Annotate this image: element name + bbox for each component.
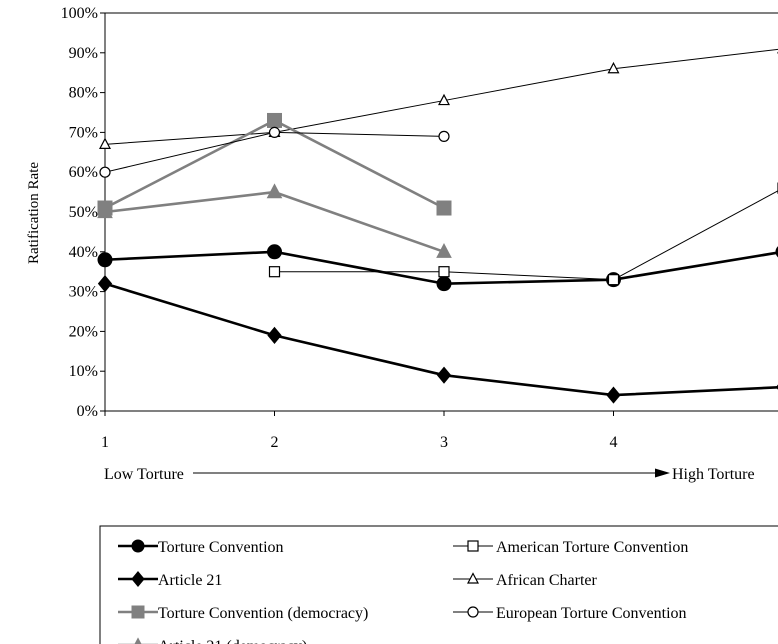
y-tick-label: 100% [61,5,98,22]
legend-marker-european-torture-convention [467,606,479,618]
point-european-torture-convention [438,130,450,142]
legend-marker-article-21 [131,571,145,587]
point-torture-convention [97,252,113,268]
series-line-european-torture-convention [104,131,445,173]
point-african-charter [99,137,111,149]
y-tick-label: 20% [69,323,98,340]
y-tick-label: 70% [69,124,98,141]
legend-box [99,525,778,644]
series-line-african-charter [104,48,778,145]
y-axis-title: Ratification Rate [26,162,42,264]
series-line-american-torture-convention [274,190,778,281]
torture-scale-annotation: Low Torture High Torture [104,466,755,483]
y-tick-label: 60% [69,164,98,181]
legend-label-african-charter: African Charter [496,572,598,589]
legend-marker-torture-convention-democracy [131,605,145,619]
y-tick-label: 10% [69,363,98,380]
legend: Torture Convention American Torture Conve… [99,525,778,644]
y-tick-label: 40% [69,244,98,261]
point-article-21 [436,366,452,384]
point-torture-convention-democracy [436,200,452,216]
point-article-21 [267,326,282,344]
point-african-charter [607,61,620,74]
y-tick-label: 80% [69,85,98,102]
point-african-charter [438,93,450,106]
point-american-torture-convention [268,266,281,278]
high-torture-label: High Torture [672,466,755,483]
point-torture-convention-democracy [267,112,282,128]
point-article-21-democracy [266,183,283,199]
x-tick-label: 2 [271,434,279,451]
series-line-article-21-democracy [104,190,445,254]
y-tick-labels: 0% 10% 20% 30% 40% 50% 60% 70% 80% 90% 100% [61,5,105,420]
point-american-torture-convention [607,274,620,286]
point-article-21-democracy [97,203,113,219]
series-markers [97,51,778,404]
point-torture-convention [436,276,452,292]
y-tick-label: 50% [69,204,98,221]
x-tick-label: 4 [610,434,618,451]
legend-marker-article-21-democracy [134,637,142,644]
point-article-21 [97,275,113,293]
y-tick-label: 0% [77,403,98,420]
legend-marker-african-charter [467,572,479,584]
torture-scale-arrow-head [655,468,670,478]
legend-label-article-21: Article 21 [158,572,222,589]
x-tick-label: 3 [440,434,448,451]
point-torture-convention [267,244,282,260]
point-european-torture-convention [268,126,281,138]
y-tick-label: 90% [69,45,98,62]
x-tick-labels: 12345 [101,411,618,451]
point-article-21-democracy [436,243,452,258]
y-tick-label: 30% [69,284,98,301]
low-torture-label: Low Torture [104,466,184,483]
legend-marker-american-torture-convention [467,540,479,552]
x-tick-label: 1 [101,434,109,451]
legend-label-torture-convention: Torture Convention [158,539,284,556]
point-american-torture-convention [438,266,450,278]
legend-label-european-torture-convention: European Torture Convention [496,605,687,622]
point-european-torture-convention [99,166,111,178]
legend-label-torture-convention-democracy: Torture Convention (democracy) [158,605,368,622]
legend-label-american-torture-convention: American Torture Convention [496,539,688,556]
legend-marker-torture-convention [131,539,145,553]
legend-label-article-21-democracy: Article 21 (democracy) [158,638,307,644]
point-article-21 [606,386,621,404]
